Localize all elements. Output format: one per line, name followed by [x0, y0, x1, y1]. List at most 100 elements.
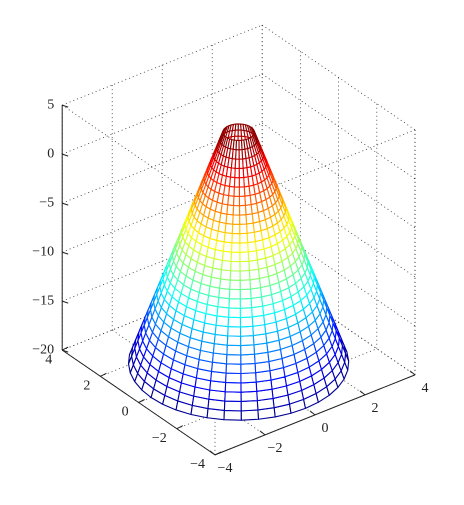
x-tick: [359, 390, 366, 396]
mesh-face: [239, 223, 248, 235]
mesh-face: [245, 213, 254, 225]
mesh-face: [226, 344, 242, 356]
mesh-face: [239, 269, 251, 281]
y-tick: [61, 346, 69, 351]
mesh-face: [220, 269, 232, 281]
mesh-face: [240, 344, 256, 356]
mesh-face: [224, 222, 234, 234]
mesh-face: [223, 400, 242, 412]
z-tick: [62, 202, 69, 206]
mesh-face: [225, 213, 234, 225]
grid-line: [261, 122, 416, 229]
mesh-face: [239, 307, 253, 319]
mesh-face: [239, 316, 254, 328]
mesh-face: [235, 149, 240, 160]
mesh-face: [240, 400, 259, 412]
mesh-face: [228, 298, 241, 309]
x-tick-label: 4: [422, 381, 429, 396]
mesh-face: [223, 232, 233, 244]
mesh-face: [231, 232, 241, 244]
x-tick-label: −2: [268, 441, 283, 456]
z-tick: [62, 300, 69, 304]
mesh-face: [247, 250, 258, 262]
mesh-face: [239, 325, 254, 337]
grid-line: [261, 171, 416, 278]
z-tick-label: −10: [32, 244, 54, 259]
mesh-face: [238, 176, 245, 188]
mesh-face: [223, 409, 242, 421]
mesh-face: [218, 287, 231, 300]
y-tick-label: −2: [152, 431, 167, 446]
y-tick-label: −4: [190, 457, 205, 472]
x-tick: [309, 410, 316, 416]
mesh-face: [239, 232, 249, 244]
mesh-face: [230, 242, 241, 253]
z-tick-label: 0: [47, 146, 54, 161]
mesh-face: [239, 260, 250, 272]
mesh-face: [240, 409, 259, 421]
x-tick-label: −4: [218, 461, 233, 476]
mesh-face: [225, 372, 242, 384]
grid-line: [261, 220, 416, 327]
z-tick: [62, 153, 69, 157]
mesh-face: [234, 167, 240, 179]
z-tick-label: −15: [32, 293, 54, 308]
mesh-face: [224, 391, 242, 403]
mesh-face: [226, 204, 235, 216]
z-tick-label: 5: [47, 97, 54, 112]
mesh-face: [234, 158, 240, 169]
grid-line: [261, 269, 416, 376]
mesh-face: [222, 241, 233, 253]
mesh-face: [233, 177, 240, 188]
mesh-face: [235, 139, 240, 151]
mesh-face: [240, 390, 258, 403]
mesh-face: [240, 353, 256, 365]
z-tick: [62, 104, 69, 108]
mesh-face: [217, 296, 230, 309]
mesh-face: [245, 222, 255, 234]
mesh-face: [232, 214, 241, 225]
mesh-face: [238, 167, 245, 179]
x-tick: [259, 430, 266, 436]
mesh-face: [238, 195, 246, 207]
mesh-face: [239, 242, 249, 253]
mesh-face: [240, 335, 255, 347]
mesh-face: [232, 204, 241, 216]
mesh-face: [221, 250, 233, 262]
mesh-face: [227, 195, 235, 207]
grid-line: [62, 24, 263, 106]
mesh-face: [239, 297, 253, 309]
mesh-face: [248, 259, 259, 272]
grid-line: [261, 73, 416, 180]
y-tick: [100, 372, 107, 377]
mesh-face: [227, 326, 242, 337]
mesh-face: [246, 231, 256, 244]
mesh-face: [239, 279, 252, 291]
y-tick-label: 4: [45, 352, 52, 367]
mesh-face: [228, 307, 241, 319]
mesh-face: [247, 241, 257, 253]
mesh-face: [233, 195, 241, 207]
x-tick-label: 0: [322, 421, 329, 436]
mesh-face: [227, 316, 242, 328]
y-tick: [138, 399, 145, 403]
y-tick: [214, 451, 222, 456]
mesh-face: [231, 223, 241, 235]
mesh-face: [225, 353, 242, 365]
z-tick: [62, 251, 69, 255]
mesh-face: [225, 363, 242, 375]
mesh-face: [220, 259, 232, 272]
mesh-face: [240, 362, 257, 375]
mesh-face: [238, 186, 246, 197]
mesh-face: [238, 204, 247, 216]
y-tick: [176, 425, 184, 430]
mesh-face: [228, 288, 241, 300]
mesh-face: [240, 372, 257, 384]
x-tick-label: 2: [372, 401, 379, 416]
mesh-face: [229, 279, 241, 291]
z-tick-label: −20: [32, 342, 54, 357]
mesh-face: [230, 260, 241, 272]
mesh-face: [233, 186, 240, 197]
mesh-face: [224, 381, 242, 393]
